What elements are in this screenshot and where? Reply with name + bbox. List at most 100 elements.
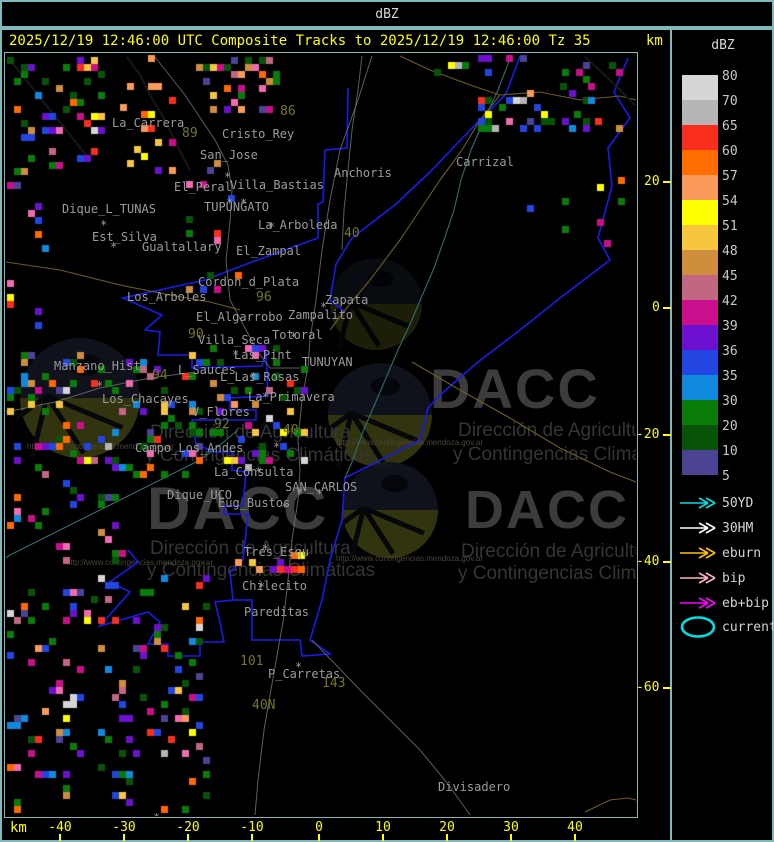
place-label-TUPUNGATO: TUPUNGATO (204, 200, 270, 214)
scale-label-70: 70 (722, 94, 738, 109)
y-tick-mark (663, 434, 671, 436)
place-label-Anchoris: Anchoris (334, 166, 392, 180)
town-marker: * (232, 348, 240, 362)
place-label-SAN_CARLOS: SAN_CARLOS (285, 480, 358, 494)
current-cell-ellipse-icon (680, 616, 716, 638)
scale-box-35 (682, 375, 718, 400)
legend-label-current: current (722, 620, 774, 635)
km-top-label: km (646, 33, 663, 49)
road-number-89: 89 (182, 126, 198, 141)
place-label-La_Arboleda: La_Arboleda (258, 218, 338, 232)
50YD-arrow-icon (680, 497, 716, 509)
place-label-TUNUYAN: TUNUYAN (302, 355, 353, 369)
place-label-La_Consulta: La_Consulta (214, 465, 294, 479)
x-tick-mark (251, 834, 253, 841)
town-marker: * (255, 465, 263, 479)
place-label-La_Carrera: La_Carrera (112, 116, 185, 130)
scale-box-30 (682, 400, 718, 425)
km-bottom-label: km (10, 820, 27, 836)
place-label-Zapata: Zapata (325, 293, 369, 307)
scale-label-bottom: 5 (722, 469, 730, 484)
y-tick-mark (663, 687, 671, 689)
place-label-L_Sauces: L_Sauces (178, 363, 236, 377)
x-tick-mark (446, 834, 448, 841)
scale-label-60: 60 (722, 144, 738, 159)
scale-label-39: 39 (722, 319, 738, 334)
place-label-Tres_Esqu: Tres_Esqu (244, 545, 310, 559)
x-tick-mark (382, 834, 384, 841)
x-tick--10: -10 (240, 820, 264, 835)
town-marker: * (262, 390, 270, 404)
map-border (4, 52, 638, 818)
scale-box-36 (682, 350, 718, 375)
road-number-40: 40 (283, 423, 299, 438)
y-tick-0: 0 (652, 300, 660, 315)
x-tick-20: 20 (439, 820, 455, 835)
scale-box-70 (682, 100, 718, 125)
scale-label-30: 30 (722, 394, 738, 409)
x-tick-mark (574, 834, 576, 841)
town-marker: * (316, 487, 324, 501)
place-label-Chilecito: Chilecito (242, 579, 308, 593)
scale-box-45 (682, 275, 718, 300)
legend-label-eb+bip: eb+bip (722, 596, 769, 611)
scale-label-35: 35 (722, 369, 738, 384)
road-number-94: 94 (152, 368, 168, 383)
scale-label-36: 36 (722, 344, 738, 359)
town-marker: * (258, 580, 266, 594)
place-label-P_Carretas: P_Carretas (268, 667, 341, 681)
place-label-Cristo_Rey: Cristo_Rey (222, 127, 295, 141)
place-label-El_Peral: El_Peral (174, 180, 232, 194)
town-marker: * (226, 196, 234, 210)
y-tick-mark (663, 181, 671, 183)
x-tick-30: 30 (503, 820, 519, 835)
x-tick-40: 40 (567, 820, 583, 835)
x-tick-mark (318, 834, 320, 841)
x-tick-mark (187, 834, 189, 841)
town-marker: * (110, 240, 118, 254)
place-label-Gualtallary: Gualtallary (142, 240, 222, 254)
scale-box-60 (682, 150, 718, 175)
town-marker: * (153, 811, 160, 816)
place-label-Eug_Bustos: Eug_Bustos (218, 496, 291, 510)
y-tick-mark (663, 307, 671, 309)
x-tick--40: -40 (48, 820, 72, 835)
place-label-L_Las_Rosas: L_Las_Rosas (220, 370, 300, 384)
road-number-92: 92 (214, 417, 230, 432)
town-marker: * (281, 500, 289, 514)
place-label-Zampalito: Zampalito (288, 308, 354, 322)
place-label-V_Flores: V_Flores (192, 405, 250, 419)
y-tick--60: -60 (636, 680, 660, 695)
place-label-El_Zampal: El_Zampal (236, 244, 302, 258)
y-tick--40: -40 (636, 554, 660, 569)
top-units-label: dBZ (375, 7, 399, 22)
legend-label-eburn: eburn (722, 546, 762, 561)
town-marker: * (224, 170, 232, 184)
place-label-Est_Silva: Est_Silva (92, 230, 158, 244)
place-label-Villa_Bastias: Villa_Bastias (230, 178, 324, 192)
legend-label-bip: bip (722, 571, 746, 586)
town-marker: * (320, 300, 328, 314)
scale-label-65: 65 (722, 119, 738, 134)
place-label-Carrizal: Carrizal (456, 155, 514, 169)
legend-label-30HM: 30HM (722, 521, 754, 536)
scale-label-51: 51 (722, 219, 738, 234)
30HM-arrow-icon (680, 522, 716, 534)
place-label-Pareditas: Pareditas (244, 605, 310, 619)
radar-map[interactable]: DACCDACCDACCDirección de Agriculturay Co… (6, 54, 636, 816)
place-label-Cordon_d_Plata: Cordon_d_Plata (198, 275, 300, 289)
legend-panel-frame (670, 28, 774, 842)
x-tick-mark (123, 834, 125, 841)
title-bar: 2025/12/19 12:46:00 UTC Composite Tracks… (9, 33, 591, 49)
y-tick--20: -20 (636, 427, 660, 442)
road-number-40N: 40N (252, 698, 276, 713)
place-label-Divisadero: Divisadero (438, 780, 511, 794)
place-label-Villa_Seca: Villa_Seca (198, 333, 271, 347)
place-label-Campo_Los_Andes: Campo_Los_Andes (135, 441, 244, 455)
eb+bip-arrow-icon (680, 597, 716, 609)
top-strip (0, 0, 774, 28)
place-label-El_Algarrobo: El_Algarrobo (196, 310, 283, 324)
road-number-96: 96 (256, 290, 272, 305)
scale-box-10 (682, 450, 718, 475)
